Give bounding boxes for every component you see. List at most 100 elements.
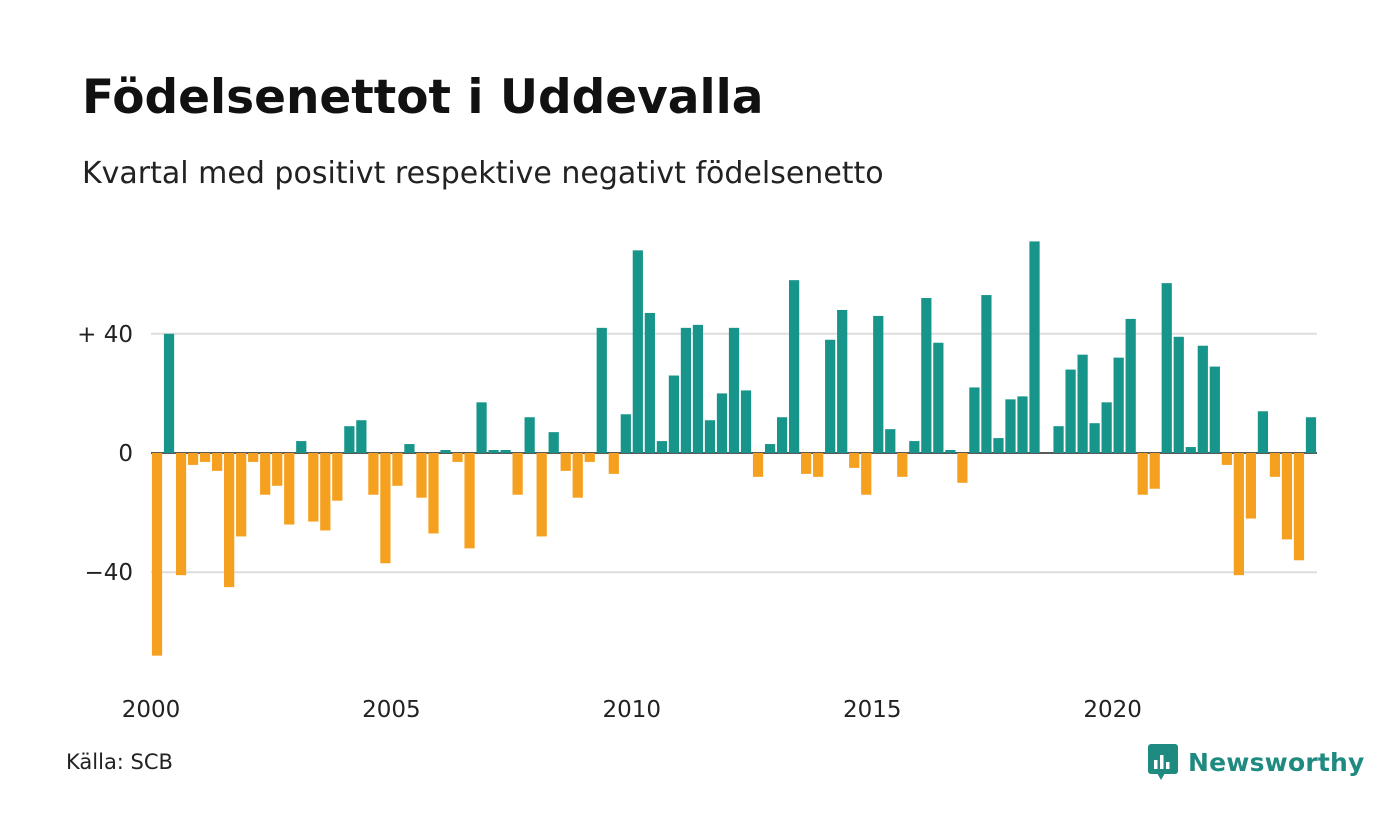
bar bbox=[512, 453, 523, 495]
bar bbox=[368, 453, 379, 495]
bar bbox=[1269, 453, 1281, 477]
bar bbox=[428, 453, 439, 534]
bar bbox=[332, 453, 343, 501]
bar bbox=[1137, 453, 1148, 495]
bar bbox=[224, 453, 235, 588]
bar bbox=[861, 453, 872, 495]
bar bbox=[692, 324, 704, 453]
bar bbox=[1245, 453, 1256, 519]
bar bbox=[416, 453, 427, 498]
bar bbox=[1173, 336, 1184, 453]
bar bbox=[464, 453, 475, 549]
bar bbox=[560, 453, 571, 471]
bar bbox=[284, 453, 295, 525]
x-tick-label: 2015 bbox=[843, 697, 902, 723]
bar bbox=[584, 453, 595, 462]
bar bbox=[1113, 357, 1124, 453]
bar bbox=[320, 453, 331, 531]
bar bbox=[813, 453, 824, 477]
bar bbox=[1233, 453, 1244, 576]
y-axis-labels: + 40 0 −40 bbox=[77, 322, 133, 586]
bar bbox=[1065, 369, 1076, 453]
newsworthy-logo: Newsworthy bbox=[1148, 744, 1365, 780]
bar bbox=[957, 453, 968, 483]
bar bbox=[1005, 399, 1016, 453]
bar bbox=[260, 453, 271, 495]
bar bbox=[1281, 453, 1293, 540]
bar bbox=[248, 453, 259, 462]
bar bbox=[199, 453, 211, 462]
bar bbox=[1305, 417, 1317, 453]
x-tick-label: 2020 bbox=[1083, 697, 1142, 723]
bar bbox=[380, 453, 391, 564]
bar bbox=[1221, 453, 1232, 465]
bar bbox=[476, 402, 487, 453]
bar bbox=[837, 309, 848, 453]
bar bbox=[356, 420, 367, 453]
bar bbox=[969, 387, 980, 453]
bar bbox=[1209, 366, 1220, 453]
bar bbox=[668, 375, 680, 453]
bar bbox=[752, 453, 764, 477]
bar bbox=[680, 327, 692, 453]
bar bbox=[825, 339, 836, 453]
y-tick-label: 0 bbox=[118, 441, 133, 467]
logo-text: Newsworthy bbox=[1188, 747, 1365, 777]
bar bbox=[212, 453, 223, 471]
bar bbox=[1149, 453, 1160, 489]
bar bbox=[1101, 402, 1112, 453]
source-note: Källa: SCB bbox=[66, 750, 173, 774]
bar bbox=[500, 450, 511, 453]
bar bbox=[632, 250, 643, 453]
bar bbox=[873, 315, 884, 453]
bar bbox=[440, 450, 451, 453]
bar bbox=[764, 444, 776, 453]
bar bbox=[608, 453, 619, 474]
bar bbox=[548, 432, 559, 453]
bar bbox=[1029, 241, 1040, 453]
bar bbox=[933, 342, 944, 453]
bar bbox=[788, 280, 800, 453]
bar bbox=[1293, 453, 1305, 561]
bar bbox=[1125, 318, 1136, 453]
bar bbox=[716, 393, 728, 453]
bar bbox=[1077, 354, 1088, 453]
bar bbox=[404, 444, 415, 453]
chart-title: Födelsenettot i Uddevalla bbox=[82, 70, 764, 125]
y-tick-label: −40 bbox=[84, 560, 133, 586]
bar bbox=[1161, 283, 1172, 453]
bar bbox=[704, 420, 716, 453]
bar bbox=[308, 453, 319, 522]
bar bbox=[849, 453, 860, 468]
bar bbox=[945, 450, 956, 453]
bar bbox=[921, 298, 932, 453]
bar bbox=[656, 441, 667, 453]
bar bbox=[1257, 411, 1269, 453]
bar bbox=[1017, 396, 1028, 453]
bar bbox=[175, 453, 187, 576]
bar bbox=[776, 417, 788, 453]
bar bbox=[596, 327, 607, 453]
x-tick-label: 2000 bbox=[122, 697, 181, 723]
bar bbox=[620, 414, 631, 453]
bar bbox=[187, 453, 199, 465]
bar bbox=[151, 453, 163, 656]
chart-subtitle: Kvartal med positivt respektive negativt… bbox=[82, 156, 884, 191]
newsworthy-chat-bars-icon bbox=[1148, 744, 1178, 780]
bar bbox=[344, 426, 355, 453]
bar bbox=[536, 453, 547, 537]
bar bbox=[392, 453, 403, 486]
bar bbox=[1197, 345, 1208, 453]
bar bbox=[728, 327, 740, 453]
x-tick-label: 2005 bbox=[362, 697, 421, 723]
bar bbox=[740, 390, 752, 453]
bar bbox=[296, 441, 307, 453]
y-tick-label: + 40 bbox=[77, 322, 133, 348]
bar bbox=[572, 453, 583, 498]
bar bbox=[236, 453, 247, 537]
bar bbox=[897, 453, 908, 477]
bar bbox=[163, 333, 175, 453]
bar bbox=[644, 312, 655, 453]
bar bbox=[452, 453, 463, 462]
bar bbox=[909, 441, 920, 453]
